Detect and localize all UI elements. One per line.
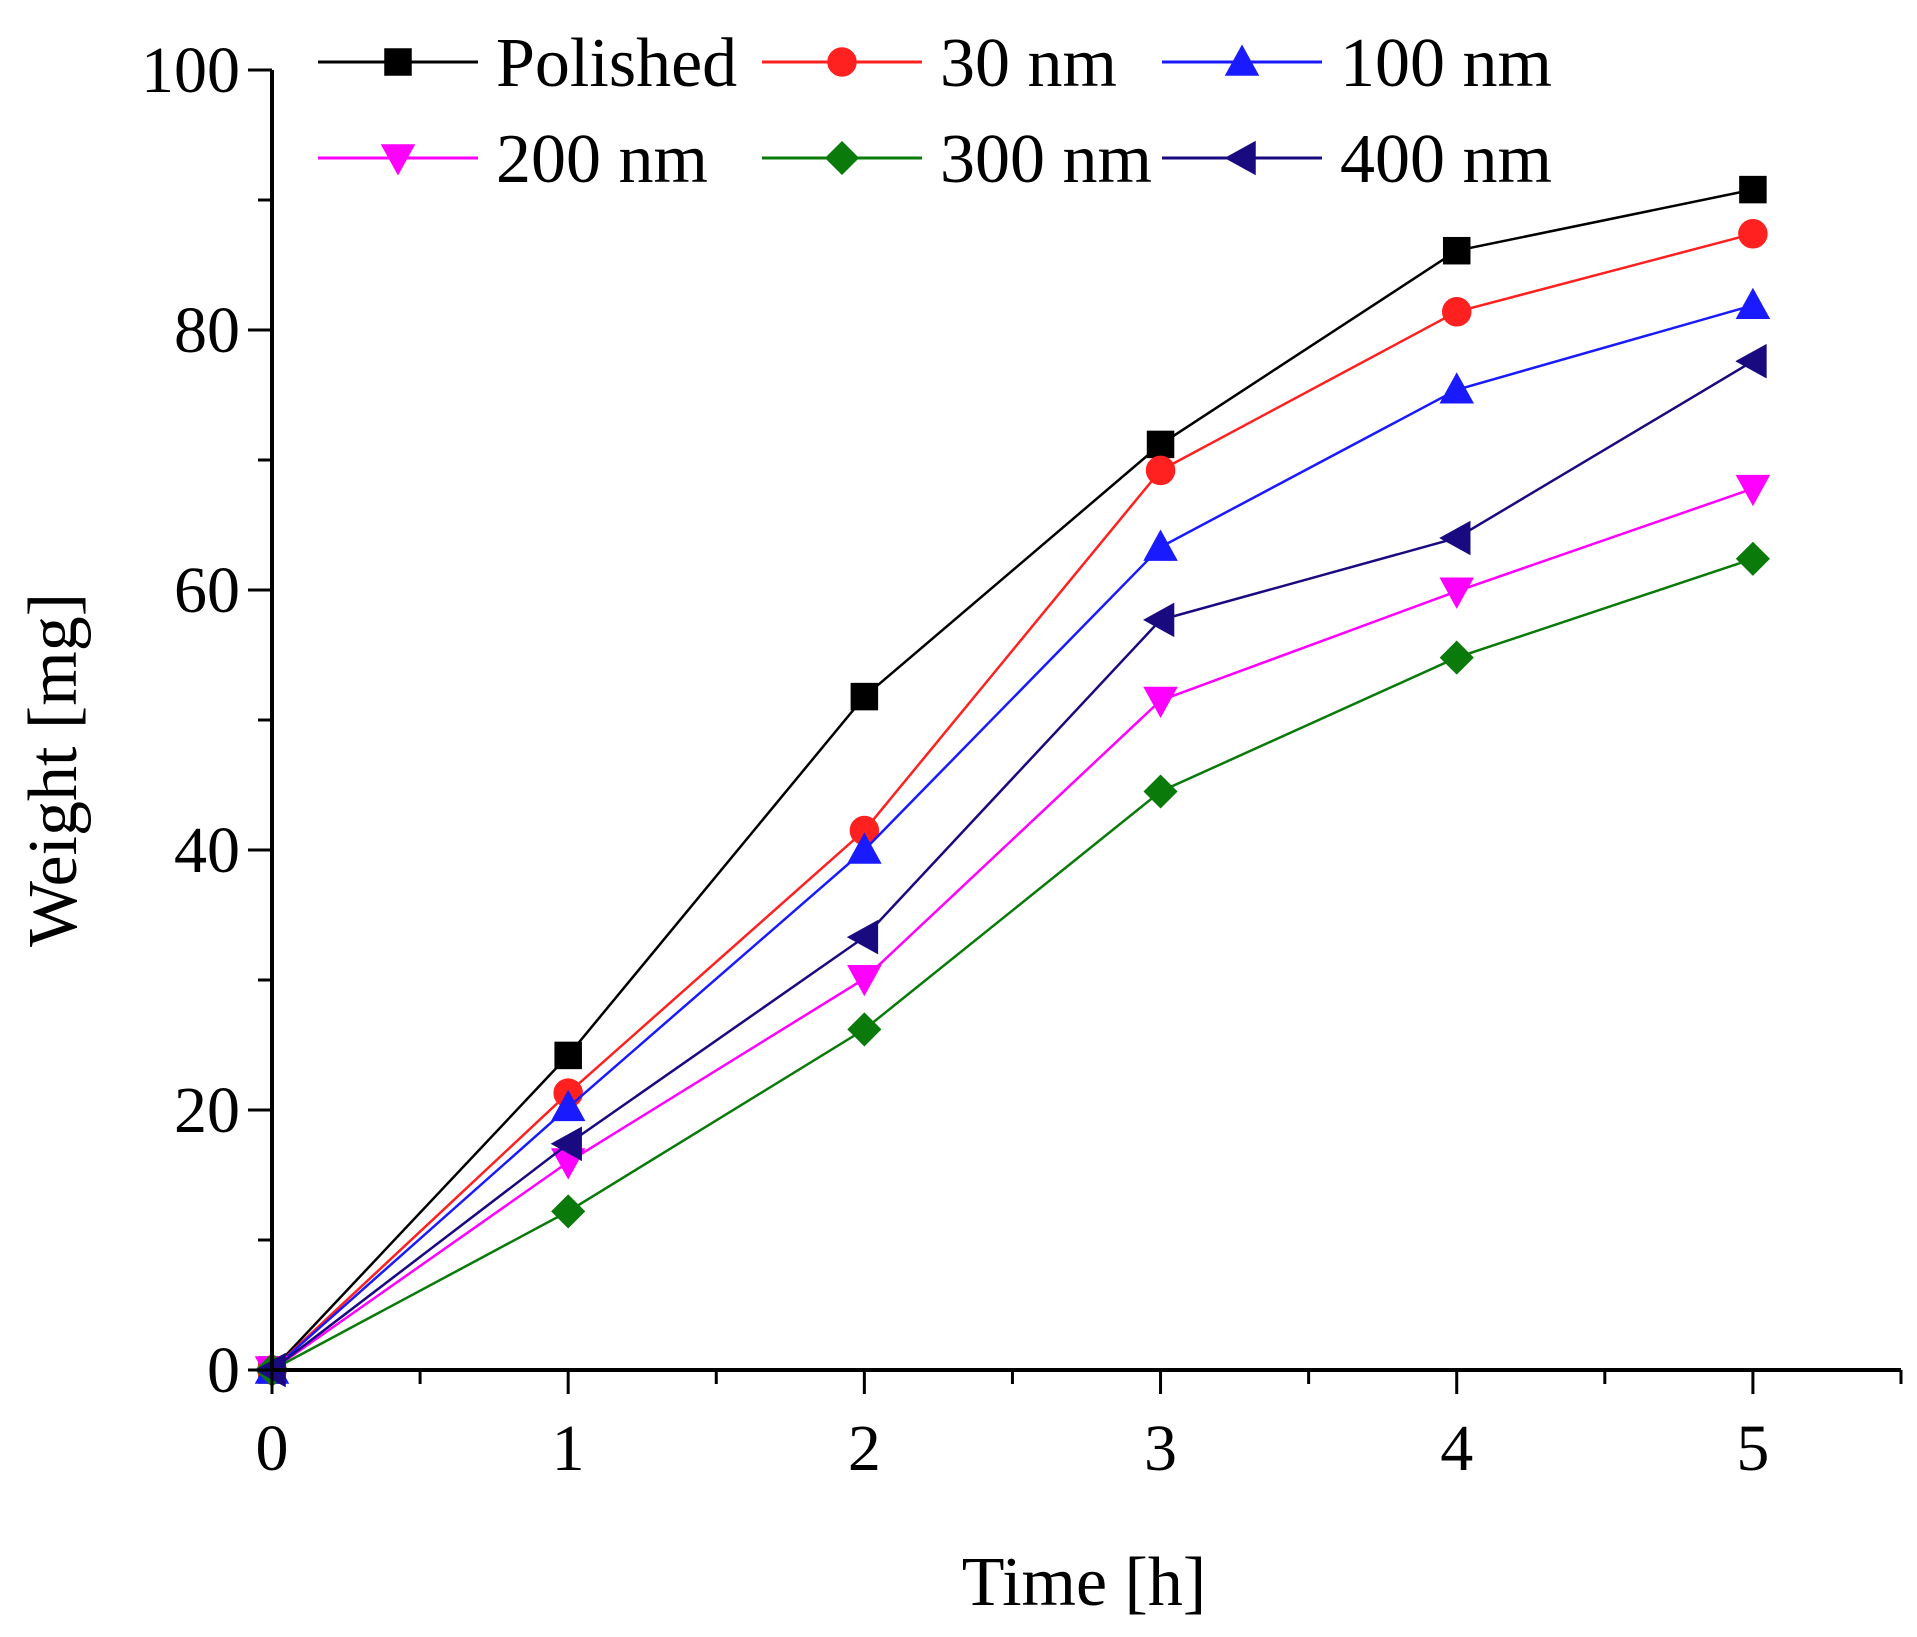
data-point-300-nm — [1735, 541, 1770, 576]
data-point-polished — [1442, 236, 1471, 265]
y-tick-label: 80 — [174, 294, 240, 367]
data-point-30-nm — [1738, 219, 1768, 249]
data-point-400-nm — [1439, 520, 1471, 556]
series-line-300-nm — [271, 557, 1754, 1372]
series-100-nm — [254, 287, 1771, 1384]
legend-marker-100-nm — [1224, 44, 1260, 76]
data-point-400-nm — [846, 919, 879, 955]
data-point-400-nm — [1142, 602, 1175, 638]
y-tick-label: 40 — [174, 814, 240, 887]
legend-label-400-nm: 400 nm — [1340, 121, 1552, 198]
legend-marker-30-nm — [827, 47, 857, 77]
series-line-200-nm — [271, 487, 1754, 1372]
series-200-nm — [254, 474, 1771, 1388]
data-point-300-nm — [1439, 640, 1474, 675]
data-point-polished — [554, 1041, 582, 1070]
data-point-200-nm — [1143, 686, 1178, 719]
plot-axes: 0 1 2 3 4 5 0 20 40 60 80 100 — [141, 34, 1903, 1485]
data-point-polished — [1146, 430, 1175, 459]
data-point-100-nm — [1439, 372, 1474, 404]
data-point-200-nm — [847, 964, 882, 997]
data-point-100-nm — [847, 832, 882, 864]
data-point-400-nm — [550, 1126, 582, 1162]
legend-marker-200-nm — [380, 144, 416, 176]
series-400-nm — [254, 343, 1767, 1388]
data-point-100-nm — [1143, 529, 1178, 561]
legend-marker-400-nm — [1224, 140, 1256, 176]
data-point-300-nm — [1143, 774, 1178, 809]
plot-series — [254, 175, 1771, 1388]
series-line-30-nm — [271, 232, 1754, 1371]
y-tick-label: 100 — [141, 34, 240, 107]
legend-marker-polished — [384, 48, 412, 76]
data-point-30-nm — [1145, 455, 1176, 486]
series-line-400-nm — [271, 360, 1754, 1371]
x-tick-label: 2 — [848, 1412, 881, 1485]
legend-label-100-nm: 100 nm — [1340, 25, 1552, 102]
series-300-nm — [254, 541, 1770, 1388]
legend-label-200-nm: 200 nm — [496, 121, 708, 198]
legend-label-polished: Polished — [496, 25, 737, 102]
x-tick-label: 4 — [1440, 1412, 1473, 1485]
x-axis-label: Time [h] — [962, 1544, 1206, 1621]
legend-label-300-nm: 300 nm — [940, 121, 1152, 198]
data-point-polished — [1739, 175, 1767, 204]
data-point-100-nm — [1735, 287, 1771, 320]
y-tick-label: 60 — [174, 554, 240, 627]
x-tick-label: 5 — [1736, 1412, 1769, 1485]
legend-item-400-nm: 400 nm — [1162, 121, 1552, 198]
chart-legend: Polished 30 nm 100 nm 200 nm 300 nm 400 nm — [318, 25, 1552, 198]
x-tick-label: 1 — [552, 1412, 585, 1485]
data-point-200-nm — [1439, 577, 1474, 609]
data-point-100-nm — [550, 1089, 586, 1122]
legend-item-polished: Polished — [318, 25, 737, 102]
series-line-100-nm — [271, 304, 1754, 1371]
legend-item-300-nm: 300 nm — [762, 121, 1152, 198]
data-point-30-nm — [1441, 297, 1472, 327]
data-point-300-nm — [847, 1012, 882, 1047]
legend-marker-300-nm — [824, 140, 860, 176]
data-point-300-nm — [551, 1194, 586, 1229]
series-line-polished — [271, 188, 1754, 1371]
x-tick-label: 0 — [256, 1412, 289, 1485]
legend-item-200-nm: 200 nm — [318, 121, 708, 198]
legend-item-100-nm: 100 nm — [1162, 25, 1552, 102]
data-point-polished — [850, 682, 879, 711]
y-axis-label: Weight [mg] — [15, 593, 92, 947]
legend-label-30-nm: 30 nm — [940, 25, 1117, 102]
x-tick-label: 3 — [1144, 1412, 1177, 1485]
y-tick-label: 0 — [207, 1334, 240, 1407]
data-point-400-nm — [1735, 343, 1767, 379]
legend-item-30-nm: 30 nm — [762, 25, 1117, 102]
data-point-200-nm — [1735, 474, 1771, 507]
y-tick-label: 20 — [174, 1074, 240, 1147]
